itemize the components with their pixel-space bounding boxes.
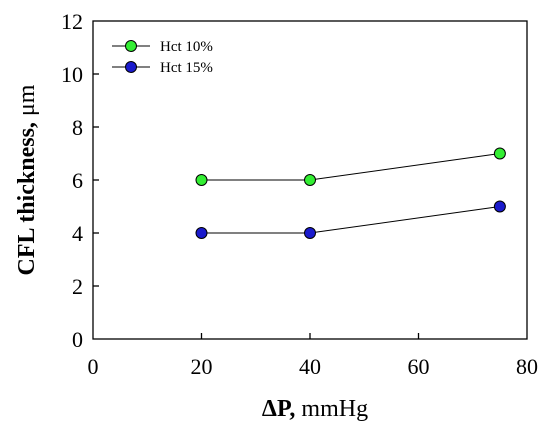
x-tick-label: 40 [299,354,321,379]
series-line [201,206,500,234]
y-tick-label: 0 [72,327,83,352]
y-axis-label: CFL thickness, μm [14,84,40,275]
series [195,147,506,239]
x-tick-label: 20 [191,354,213,379]
series-line [201,153,500,181]
y-tick-label: 12 [61,9,83,34]
x-tick-label: 80 [516,354,538,379]
data-point [304,174,316,186]
legend: Hct 10% Hct 15% [112,39,213,76]
y-tick-label: 4 [72,221,83,246]
data-point [195,227,208,239]
y-tick-label: 6 [72,168,83,193]
data-point [493,147,506,160]
legend-label: Hct 15% [160,60,213,76]
x-tick-label: 60 [408,354,430,379]
x-tick-label: 0 [88,354,99,379]
x-axis-label: ΔP, mmHg [262,396,368,422]
ticks: 0 20 40 60 80 0 2 4 6 8 10 12 [61,9,538,379]
legend-marker [125,61,137,73]
data-point [195,174,208,186]
legend-label: Hct 10% [160,39,213,55]
y-tick-label: 8 [72,115,83,140]
data-point [304,227,316,239]
legend-marker [125,40,137,52]
y-tick-label: 2 [72,274,83,299]
y-tick-label: 10 [61,62,83,87]
data-point [493,200,506,213]
